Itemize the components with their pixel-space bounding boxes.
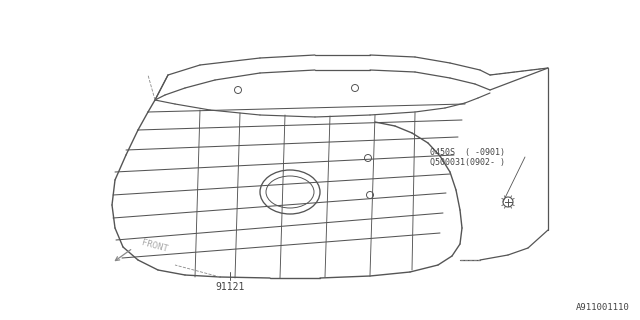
Text: 0450S  ( -0901): 0450S ( -0901): [430, 148, 505, 156]
Text: A911001110: A911001110: [576, 303, 630, 312]
Text: Q500031(0902- ): Q500031(0902- ): [430, 157, 505, 166]
Text: FRONT: FRONT: [140, 238, 168, 254]
Text: 91121: 91121: [215, 282, 244, 292]
